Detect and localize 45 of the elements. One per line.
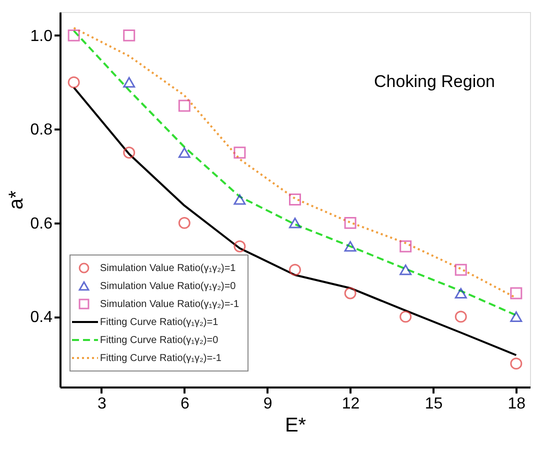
x-tick-label: 3 [98, 396, 107, 412]
point [289, 218, 301, 228]
point [178, 147, 190, 158]
point [400, 264, 412, 276]
point [123, 29, 136, 42]
x-tick-label: 15 [424, 396, 443, 412]
x-tick-label: 6 [180, 396, 190, 412]
legend-label: Simulation Value Ratio(γ₁γ₂)=-1 [100, 299, 240, 310]
legend-label: Simulation Value Ratio(γ₁γ₂)=1 [100, 263, 236, 274]
point [234, 194, 246, 205]
point [68, 76, 80, 88]
y-tick-label: 0.6 [30, 215, 53, 232]
y-tick-label: 0.4 [30, 309, 53, 326]
x-tick-label: 9 [263, 396, 272, 412]
legend-label: Simulation Value Ratio(γ₁γ₂)=0 [100, 281, 236, 292]
y-axis-title: a* [5, 190, 28, 210]
point [68, 29, 80, 42]
legend-label: Fitting Curve Ratio(γ₁γ₂)=0 [100, 335, 219, 346]
point [178, 100, 190, 112]
x-tick-label: 12 [342, 396, 360, 412]
point [400, 240, 412, 252]
point [344, 241, 356, 252]
annotation: Choking Region [374, 72, 495, 91]
point [123, 146, 136, 159]
point [234, 146, 246, 159]
point [510, 287, 522, 300]
point [344, 287, 356, 300]
point [289, 264, 301, 276]
point [400, 310, 412, 323]
point [123, 77, 136, 88]
point [178, 216, 190, 229]
y-tick-label: 1.0 [30, 28, 53, 45]
point [344, 216, 356, 229]
point [454, 264, 467, 276]
point [454, 288, 467, 299]
point [289, 194, 301, 206]
point [510, 358, 522, 370]
y-tick-label: 0.8 [30, 122, 53, 139]
point [454, 310, 467, 323]
point [234, 240, 246, 252]
x-axis-title: E* [284, 414, 306, 436]
legend-label: Fitting Curve Ratio(γ₁γ₂)=1 [100, 317, 219, 328]
legend-label: Fitting Curve Ratio(γ₁γ₂)=-1 [100, 353, 222, 364]
point [510, 311, 522, 322]
x-tick-label: 18 [508, 396, 526, 412]
